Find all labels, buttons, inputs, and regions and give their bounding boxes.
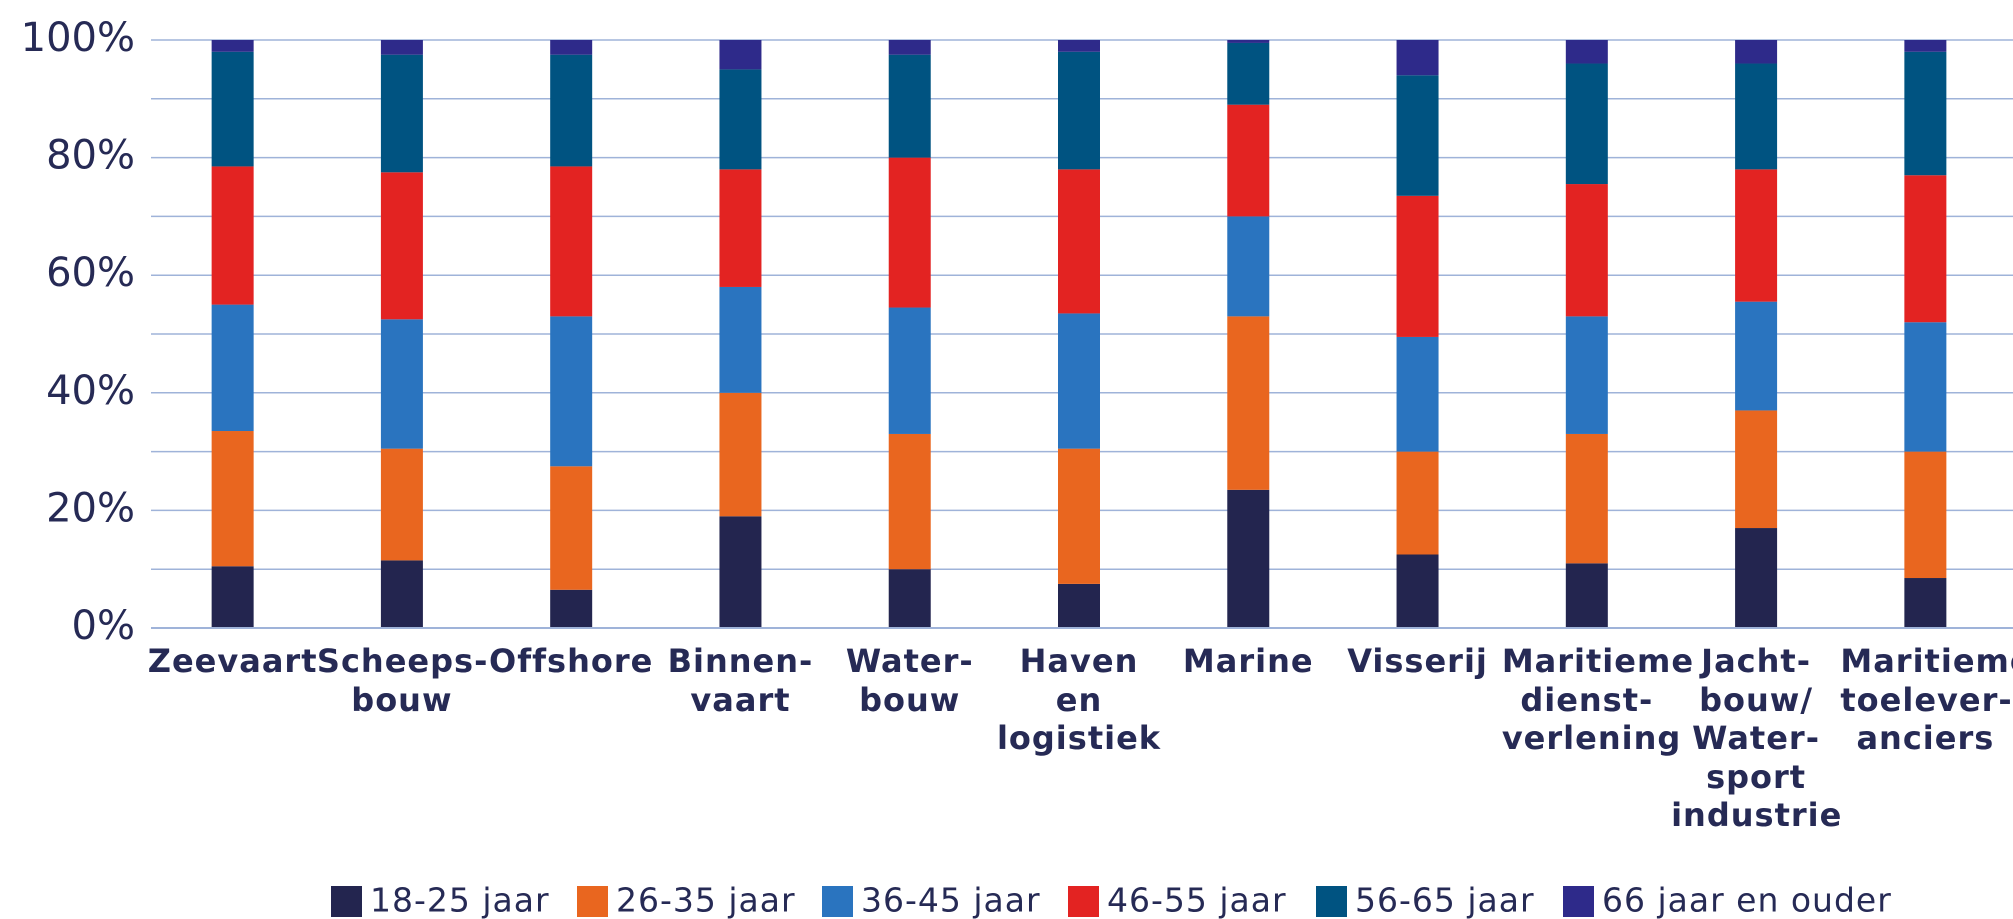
bar-segment [1396,40,1439,76]
bar-segment [888,433,931,570]
bar-segment [1227,40,1270,43]
x-tick-label: Visserij [1347,642,1488,680]
legend-label: 66 jaar en ouder [1602,881,1892,919]
bar-segment [719,69,762,170]
bar-segment [1058,583,1100,628]
bar-segment [380,319,423,449]
bar-segment [1058,448,1100,584]
bar-segment [1396,75,1439,196]
bar-segment [211,51,254,167]
bar-segment [1735,301,1778,411]
bar-segment [719,516,762,628]
x-tick-label: Scheeps- bouw [316,642,489,719]
x-tick-label: Maritieme toelever- anciers [1840,642,2013,757]
bar-segment [888,40,931,55]
bar-segment [211,304,254,432]
x-tick-label: Jacht- bouw/ Water- sport industrie [1671,642,1843,834]
x-tick-label: Zeevaart [147,642,318,680]
bar-segment [1227,216,1270,317]
bar-segment [211,566,254,628]
bar-segment [1735,40,1778,64]
bar-segment [211,431,254,567]
y-tick-label: 0% [72,603,135,649]
bar-segment [1227,42,1270,105]
bar-segment [1735,63,1778,170]
x-tick-label: Marine [1182,642,1314,680]
bar-segment [1904,40,1947,52]
bar-segment [719,392,762,517]
bar-segment [211,40,254,52]
bar-segment [888,157,931,308]
legend-label: 46-55 jaar [1107,881,1287,919]
x-tick-label: Maritieme dienst- verlening [1501,642,1695,757]
legend-swatch [822,886,853,917]
bar-segment [1058,51,1100,170]
bar-segment [1227,104,1270,217]
bar-segment [1565,184,1608,317]
bar-segment [550,316,593,467]
y-tick-label: 60% [46,250,135,296]
x-tick-label: Offshore [489,642,654,680]
bar-segment [888,54,931,158]
bar-segment [1565,40,1608,64]
bar-segment [1904,322,1947,452]
bar-segment [1058,169,1100,314]
bar-segment [1058,40,1100,52]
bar-segment [1227,489,1270,628]
bar-segment [1565,563,1608,628]
y-tick-label: 40% [46,368,135,414]
legend-label: 26-35 jaar [616,881,796,919]
bar-segment [1735,410,1778,529]
legend-swatch [1068,886,1099,917]
bar-segment [888,569,931,628]
y-tick-label: 20% [46,485,135,531]
bar-segment [380,54,423,173]
bar-segment [1227,316,1270,490]
bar-segment [380,448,423,561]
legend-label: 36-45 jaar [861,881,1041,919]
bar-segment [1396,451,1439,555]
bar-segment [211,166,254,305]
bar-segment [380,40,423,55]
bar-segment [550,54,593,167]
bar-segment [1904,51,1947,176]
bar-segment [1904,451,1947,579]
legend-label: 56-65 jaar [1355,881,1535,919]
bar-segment [1565,316,1608,434]
bar-segment [719,40,762,70]
bar-segment [1565,433,1608,564]
legend-swatch [331,886,362,917]
bar-segment [888,307,931,434]
bar-segment [380,172,423,320]
bar-segment [550,166,593,317]
legend-swatch [1316,886,1347,917]
bar-segment [1735,169,1778,302]
bar-segment [550,589,593,628]
bar-segment [1396,195,1439,337]
x-tick-label: Haven en logistiek [996,642,1162,757]
bar-segment [1904,578,1947,628]
bar-segment [550,466,593,590]
bar-segment [1565,63,1608,185]
bar-segment [1396,554,1439,628]
bar-segment [550,40,593,55]
legend-swatch [1563,886,1594,917]
bar-segment [1058,313,1100,449]
legend-swatch [577,886,608,917]
bar-segment [1904,175,1947,323]
bar-segment [380,560,423,628]
bar-segment [1735,528,1778,628]
y-tick-label: 100% [21,15,135,61]
legend-label: 18-25 jaar [370,881,550,919]
x-tick-label: Water- bouw [845,642,974,719]
bar-segment [719,286,762,393]
bar-segment [1396,336,1439,452]
bar-segment [719,169,762,287]
y-tick-label: 80% [46,133,135,179]
x-tick-label: Binnen- vaart [667,642,814,719]
